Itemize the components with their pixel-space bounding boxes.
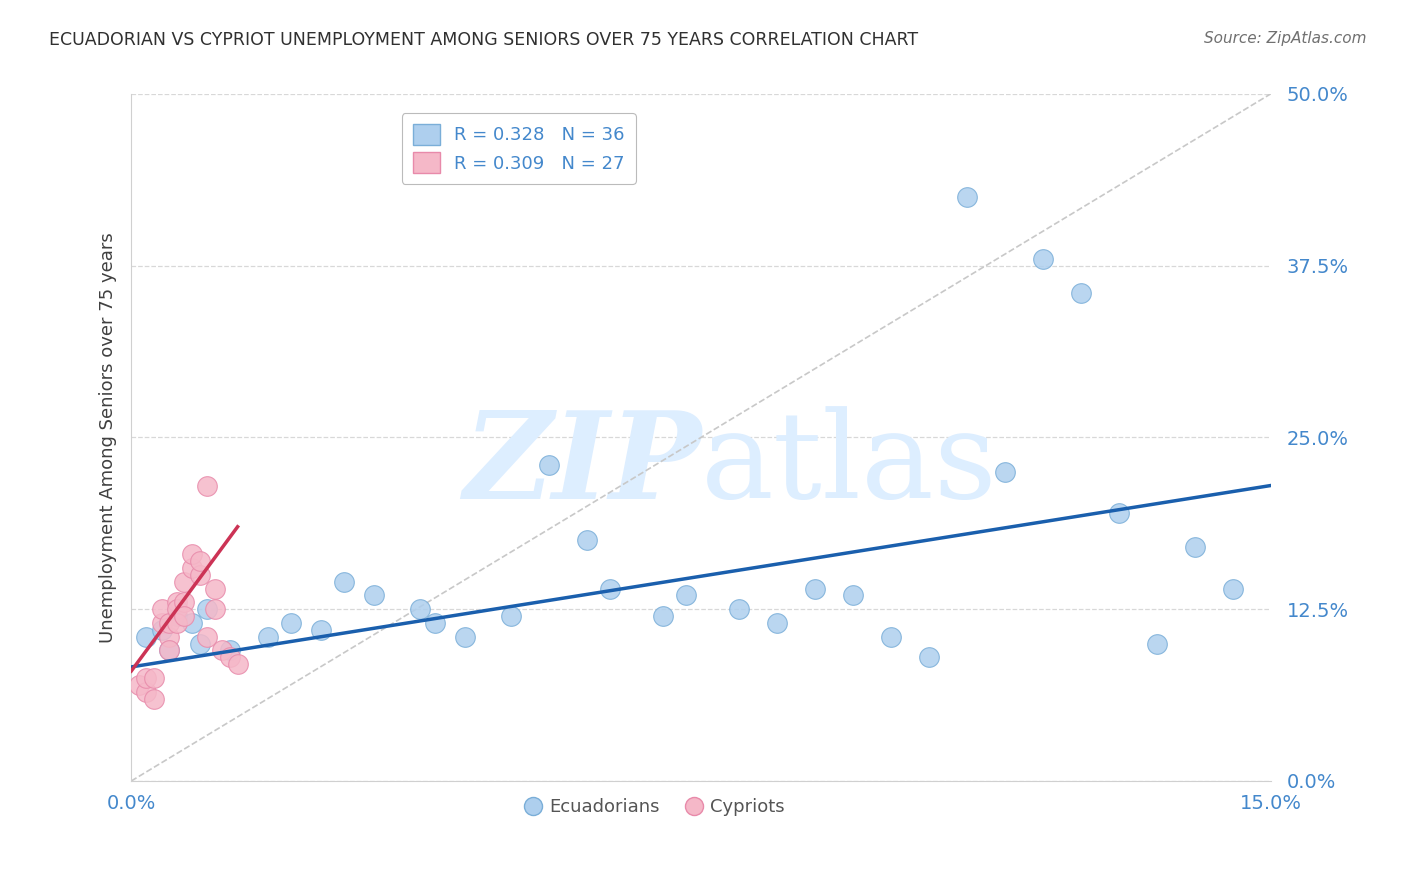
Point bbox=[675, 589, 697, 603]
Point bbox=[188, 567, 211, 582]
Point bbox=[181, 615, 204, 630]
Text: ECUADORIAN VS CYPRIOT UNEMPLOYMENT AMONG SENIORS OVER 75 YEARS CORRELATION CHART: ECUADORIAN VS CYPRIOT UNEMPLOYMENT AMONG… bbox=[49, 31, 918, 49]
Point bbox=[150, 602, 173, 616]
Point bbox=[211, 643, 233, 657]
Point bbox=[804, 582, 827, 596]
Point bbox=[226, 657, 249, 672]
Point bbox=[1070, 286, 1092, 301]
Point bbox=[423, 615, 446, 630]
Point bbox=[173, 595, 195, 609]
Point bbox=[157, 630, 180, 644]
Point bbox=[128, 678, 150, 692]
Point bbox=[166, 595, 188, 609]
Point bbox=[195, 630, 218, 644]
Point bbox=[576, 533, 599, 548]
Point bbox=[363, 589, 385, 603]
Point bbox=[204, 602, 226, 616]
Point bbox=[409, 602, 432, 616]
Point bbox=[135, 671, 157, 685]
Point bbox=[880, 630, 903, 644]
Point bbox=[1222, 582, 1244, 596]
Point bbox=[994, 465, 1017, 479]
Point bbox=[157, 643, 180, 657]
Point bbox=[143, 691, 166, 706]
Text: atlas: atlas bbox=[702, 407, 998, 524]
Point bbox=[157, 615, 180, 630]
Point bbox=[143, 671, 166, 685]
Point bbox=[219, 643, 242, 657]
Point bbox=[1184, 541, 1206, 555]
Point bbox=[454, 630, 477, 644]
Point bbox=[1146, 636, 1168, 650]
Point bbox=[204, 582, 226, 596]
Point bbox=[652, 609, 675, 624]
Point bbox=[333, 574, 356, 589]
Y-axis label: Unemployment Among Seniors over 75 years: Unemployment Among Seniors over 75 years bbox=[100, 232, 117, 643]
Point bbox=[181, 547, 204, 561]
Point bbox=[280, 615, 302, 630]
Point bbox=[195, 602, 218, 616]
Point bbox=[599, 582, 621, 596]
Point bbox=[538, 458, 561, 472]
Point bbox=[166, 602, 188, 616]
Text: ZIP: ZIP bbox=[463, 406, 702, 524]
Text: Source: ZipAtlas.com: Source: ZipAtlas.com bbox=[1204, 31, 1367, 46]
Point bbox=[766, 615, 789, 630]
Point bbox=[1032, 252, 1054, 266]
Point bbox=[135, 630, 157, 644]
Point bbox=[219, 650, 242, 665]
Point bbox=[842, 589, 865, 603]
Point bbox=[188, 636, 211, 650]
Point bbox=[918, 650, 941, 665]
Point bbox=[135, 684, 157, 698]
Point bbox=[188, 554, 211, 568]
Legend: Ecuadorians, Cypriots: Ecuadorians, Cypriots bbox=[519, 791, 792, 823]
Point bbox=[728, 602, 751, 616]
Point bbox=[181, 561, 204, 575]
Point bbox=[499, 609, 522, 624]
Point bbox=[173, 574, 195, 589]
Point bbox=[166, 609, 188, 624]
Point bbox=[309, 623, 332, 637]
Point bbox=[150, 615, 173, 630]
Point bbox=[195, 478, 218, 492]
Point bbox=[1108, 506, 1130, 520]
Point bbox=[157, 643, 180, 657]
Point bbox=[150, 623, 173, 637]
Point bbox=[257, 630, 280, 644]
Point bbox=[166, 615, 188, 630]
Point bbox=[173, 609, 195, 624]
Point bbox=[956, 190, 979, 204]
